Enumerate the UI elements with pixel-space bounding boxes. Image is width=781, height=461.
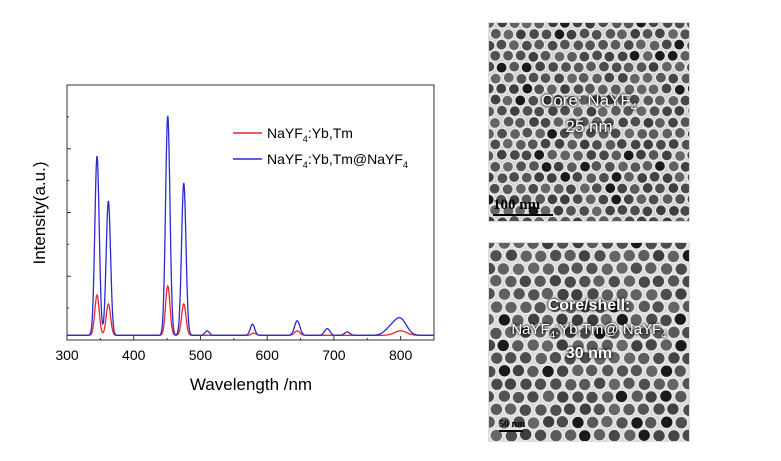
emission-spectrum-chart: 300 400 500 600 700 800 NaYF4:Yb,TmNaYF4:Yb,T…	[30, 84, 435, 394]
x-tick-label: 400	[122, 347, 146, 363]
tem-core-label: Core: NaYF	[541, 91, 631, 110]
scale-bar-label: 100 nm	[493, 197, 541, 213]
legend-entry: NaYF4:Yb,Tm@NaYF4	[267, 151, 408, 170]
scale-bar-label: 50 nm	[499, 419, 526, 430]
legend-entry: NaYF4:Yb,Tm	[267, 125, 353, 144]
tem-shell-size: 30 nm	[565, 345, 613, 362]
x-tick-label: 300	[55, 347, 79, 363]
chart-axes: 300 400 500 600 700 800	[55, 84, 435, 363]
formula-sub-a: 4	[549, 330, 556, 341]
formula-sub-b: 4	[661, 330, 667, 341]
x-tick-label: 800	[389, 347, 413, 363]
x-axis-label: Wavelength /nm	[190, 375, 312, 394]
tem-core-size: 25 nm	[565, 117, 613, 136]
plot-frame	[66, 84, 435, 341]
chart-series	[67, 115, 434, 336]
y-axis-label: Intensity(a.u.)	[30, 162, 49, 265]
tem-core-label-sub: 4	[630, 101, 637, 114]
formula-part-a: NaYF	[511, 321, 550, 338]
formula-part-b: :Yb,Tm@ NaYF	[555, 321, 662, 338]
tem-image-core-shell: Core/shell: NaYF4:Yb,Tm@ NaYF4 30 nm 50 …	[488, 242, 690, 442]
scale-bar-50nm: 50 nm	[499, 419, 525, 432]
series-line	[67, 115, 434, 336]
x-tick-label: 600	[256, 347, 280, 363]
tem-core-caption: Core: NaYF4	[489, 91, 689, 113]
x-tick-label: 700	[322, 347, 346, 363]
chart-legend: NaYF4:Yb,Tm NaYF4:Yb,Tm@NaYF4	[233, 125, 408, 170]
tem-shell-caption-title: Core/shell:	[547, 297, 631, 314]
x-tick-label: 500	[189, 347, 213, 363]
tem-shell-caption-formula: NaYF4:Yb,Tm@ NaYF4	[489, 321, 689, 341]
scale-bar-100nm: 100 nm	[493, 197, 553, 216]
tem-image-core: Core: NaYF4 25 nm 100 nm	[488, 22, 690, 222]
